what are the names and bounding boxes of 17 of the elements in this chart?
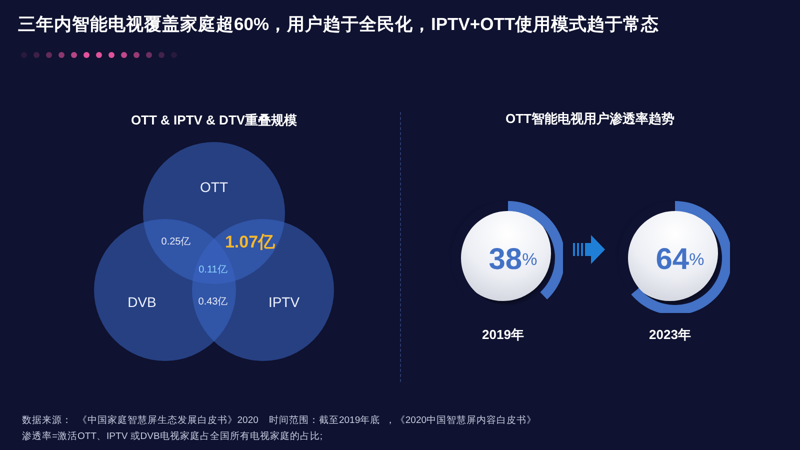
text: 2019年 xyxy=(481,326,525,344)
category-label: IPTV xyxy=(268,294,300,310)
text: 三年内智能电视覆盖家庭超60%，用户趋于全民化，IPTV+OTT使用模式趋于常态 xyxy=(18,13,660,36)
category-label: OTT xyxy=(200,179,228,195)
text: 2023年 xyxy=(648,326,692,344)
text: 0.43亿 xyxy=(198,296,228,308)
text: OTT & IPTV & DTV重叠规模 xyxy=(130,112,298,128)
text: 1.07亿 xyxy=(224,232,276,252)
text: 0.25亿 xyxy=(161,236,191,248)
data-label: 64% xyxy=(656,242,704,276)
data-label: 38% xyxy=(488,242,538,276)
source-note: 数据来源： 《中国家庭智慧屏生态发展白皮书》2020 时间范围：截至2019年底 ，《2020中国智慧屏内容白皮书》 xyxy=(22,414,537,427)
category-label: DVB xyxy=(128,294,156,310)
text: 0.11亿 xyxy=(198,264,228,276)
text: 渗透率=激活OTT、IPTV 或DVB电视家庭占全国所有电视家庭的占比; xyxy=(22,430,322,443)
text: OTT智能电视用户渗透率趋势 xyxy=(504,110,676,128)
donut-slice xyxy=(631,201,730,313)
